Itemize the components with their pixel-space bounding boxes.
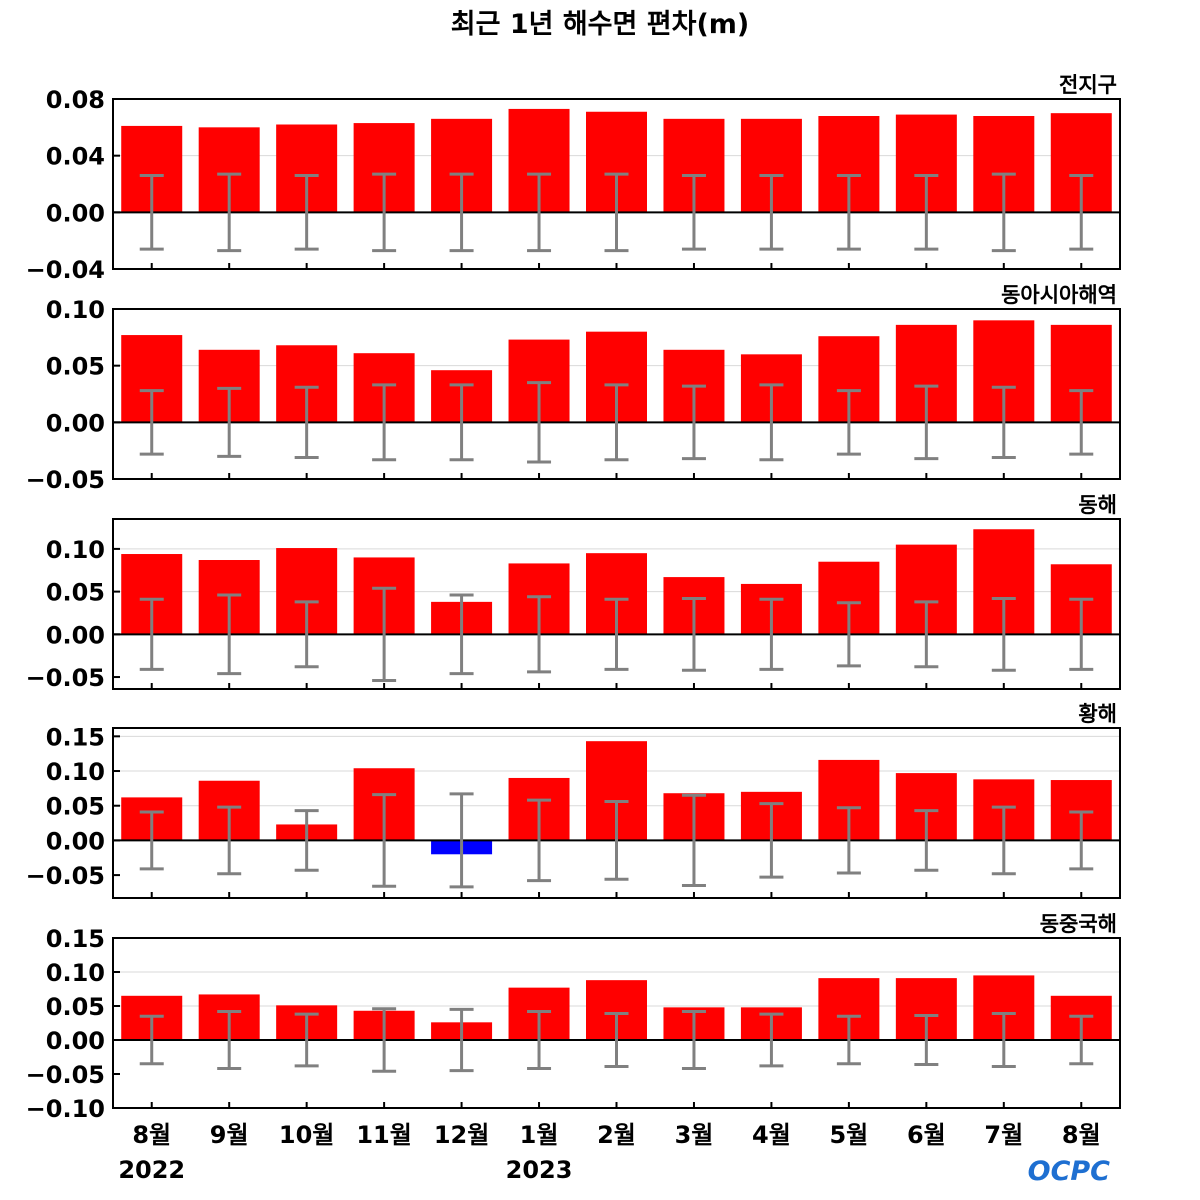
y-tick-label: 0.00 bbox=[46, 1027, 105, 1055]
panel-title: 동중국해 bbox=[1040, 912, 1117, 936]
x-tick-label: 3월 bbox=[675, 1121, 714, 1149]
y-tick-label: −0.05 bbox=[26, 466, 105, 494]
x-tick-label: 2월 bbox=[597, 1121, 636, 1149]
panel-title: 전지구 bbox=[1059, 73, 1117, 97]
panel: −0.04 0.00 0.04 0.08 전지구 bbox=[26, 73, 1121, 284]
y-tick-label: 0.05 bbox=[46, 993, 105, 1021]
ocpc-logo: OCPC bbox=[1028, 1156, 1111, 1187]
x-axis-labels: 8월 9월 10월 11월 12월 1월 2월 3월 4월 5월 6월 7월 8월 2022 2023 bbox=[118, 1121, 1100, 1184]
x-tick-label: 7월 bbox=[984, 1121, 1023, 1149]
y-tick-label: 0.05 bbox=[46, 793, 105, 821]
y-tick-label: 0.10 bbox=[46, 296, 105, 324]
y-tick-label: 0.00 bbox=[46, 409, 105, 437]
year-label: 2023 bbox=[506, 1156, 573, 1184]
panel-title: 동아시아해역 bbox=[1001, 283, 1117, 307]
y-tick-label: 0.10 bbox=[46, 536, 105, 564]
y-tick-label: 0.00 bbox=[46, 827, 105, 855]
panel: −0.05 0.00 0.05 0.10 동아시아해역 bbox=[26, 283, 1121, 494]
y-tick-label: 0.04 bbox=[46, 143, 105, 171]
x-tick-label: 5월 bbox=[829, 1121, 868, 1149]
panel-title: 황해 bbox=[1078, 702, 1117, 726]
y-tick-label: 0.08 bbox=[46, 86, 105, 114]
x-tick-label: 12월 bbox=[434, 1121, 489, 1149]
y-tick-label: −0.04 bbox=[26, 256, 105, 284]
x-tick-label: 8월 bbox=[1062, 1121, 1101, 1149]
y-tick-label: 0.10 bbox=[46, 758, 105, 786]
panels-group: −0.04 0.00 0.04 0.08 전지구 −0.05 0.00 0.05 0.10 동아시… bbox=[26, 73, 1121, 1123]
x-tick-label: 6월 bbox=[907, 1121, 946, 1149]
y-tick-label: 0.00 bbox=[46, 199, 105, 227]
x-tick-label: 8월 bbox=[132, 1121, 171, 1149]
y-tick-label: −0.05 bbox=[26, 1061, 105, 1089]
x-tick-label: 9월 bbox=[210, 1121, 249, 1149]
chart-title: 최근 1년 해수면 편차(m) bbox=[451, 9, 750, 40]
x-tick-label: 11월 bbox=[356, 1121, 411, 1149]
y-tick-label: −0.05 bbox=[26, 664, 105, 692]
x-tick-label: 1월 bbox=[520, 1121, 559, 1149]
panel-title: 동해 bbox=[1078, 493, 1117, 517]
panel: −0.05 0.00 0.05 0.10 동해 bbox=[26, 493, 1121, 692]
y-tick-label: 0.05 bbox=[46, 579, 105, 607]
year-label: 2022 bbox=[118, 1156, 185, 1184]
panel: −0.10 −0.05 0.00 0.05 0.10 0.15 동중국해 bbox=[26, 912, 1121, 1123]
y-tick-label: −0.10 bbox=[26, 1095, 105, 1123]
y-tick-label: 0.10 bbox=[46, 959, 105, 987]
y-tick-label: 0.05 bbox=[46, 353, 105, 381]
x-tick-label: 4월 bbox=[752, 1121, 791, 1149]
x-tick-label: 10월 bbox=[279, 1121, 334, 1149]
y-tick-label: −0.05 bbox=[26, 862, 105, 890]
panel: −0.05 0.00 0.05 0.10 0.15 황해 bbox=[26, 702, 1121, 899]
y-tick-label: 0.00 bbox=[46, 621, 105, 649]
y-tick-label: 0.15 bbox=[46, 723, 105, 751]
y-tick-label: 0.15 bbox=[46, 925, 105, 953]
